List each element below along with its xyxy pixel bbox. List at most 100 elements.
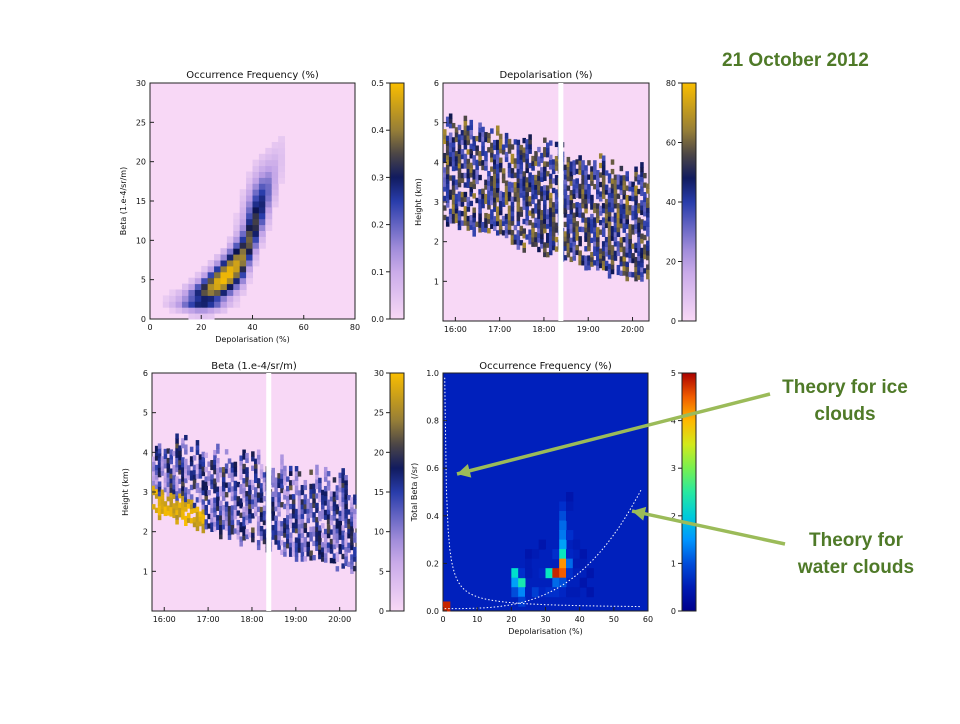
panel2-cell bbox=[584, 179, 588, 185]
panel2-cell bbox=[640, 238, 644, 244]
panel2-cell bbox=[587, 183, 591, 190]
panel3-cell bbox=[210, 507, 214, 513]
panel1-cell bbox=[239, 230, 247, 237]
panel1-cell bbox=[271, 201, 279, 208]
panel2-cell bbox=[572, 226, 577, 233]
panel2-cell bbox=[610, 226, 615, 232]
panel2-cell bbox=[616, 179, 621, 185]
panel2-cell bbox=[628, 257, 632, 263]
panel2-cell bbox=[610, 254, 615, 260]
panel2-cell bbox=[466, 220, 471, 227]
panel3-cell bbox=[288, 542, 293, 548]
panel1-cell bbox=[252, 218, 260, 226]
panel3-cell bbox=[332, 524, 337, 531]
arrow-water-clouds bbox=[631, 509, 786, 546]
panel2-cell bbox=[531, 193, 535, 200]
panel2-cell bbox=[604, 198, 609, 205]
panel2-cell bbox=[551, 211, 556, 217]
panel2-cell bbox=[610, 183, 615, 189]
panel2-cell bbox=[637, 188, 641, 195]
panel1-cell bbox=[233, 218, 241, 226]
panel2-cell bbox=[619, 175, 624, 181]
panel3-cell bbox=[259, 492, 264, 498]
panel2-cell bbox=[551, 202, 556, 208]
panel3-cell bbox=[326, 523, 331, 529]
panel2-cell bbox=[454, 165, 459, 171]
panel3-cell bbox=[294, 546, 299, 553]
panel2-cell bbox=[634, 176, 638, 182]
panel3-cell bbox=[239, 488, 243, 495]
panel1-cell bbox=[246, 248, 253, 255]
panel3-cell bbox=[350, 516, 354, 522]
panel3-cell bbox=[286, 476, 290, 482]
panel3-cell bbox=[259, 483, 264, 489]
panel2-cell bbox=[596, 193, 600, 200]
panel2-cell bbox=[445, 149, 450, 156]
panel3-cell bbox=[286, 485, 290, 492]
panel2-cell bbox=[490, 166, 494, 172]
panel2-cell bbox=[493, 206, 497, 212]
panel2-cell bbox=[457, 191, 462, 197]
panel2-cell bbox=[546, 147, 550, 153]
panel3-cell bbox=[344, 484, 348, 490]
panel2-cell bbox=[572, 193, 577, 199]
panel2-cell bbox=[516, 220, 521, 226]
panel2-cell bbox=[631, 257, 635, 264]
panel3-cell bbox=[242, 478, 246, 484]
panel2-cell bbox=[643, 225, 647, 231]
panel1-cell bbox=[239, 242, 247, 249]
panel3-cell bbox=[344, 503, 348, 509]
panel3-cell bbox=[251, 465, 255, 471]
panel2-cell bbox=[610, 159, 615, 165]
panel4-cell bbox=[572, 539, 581, 550]
panel3-cell bbox=[341, 472, 345, 479]
panel1-colorbar-tick-label: 0.2 bbox=[371, 221, 384, 230]
panel2-cell bbox=[616, 207, 621, 214]
panel1-cell bbox=[214, 265, 221, 273]
panel3-cell bbox=[157, 467, 162, 473]
panel2-cell bbox=[572, 169, 577, 176]
panel3-cell bbox=[160, 460, 165, 467]
panel2-cell bbox=[454, 198, 459, 204]
panel2-cell bbox=[448, 156, 453, 162]
panel2-cell bbox=[646, 207, 650, 213]
panel2-cell bbox=[584, 174, 588, 181]
panel3-cell bbox=[318, 487, 322, 493]
panel2-cell bbox=[504, 218, 509, 224]
panel3-cell bbox=[169, 487, 173, 493]
panel1-cell bbox=[194, 301, 202, 308]
panel3-cell bbox=[195, 525, 200, 532]
panel1-cell bbox=[265, 218, 273, 226]
panel2-cell bbox=[531, 155, 535, 162]
panel3-cell bbox=[335, 528, 340, 534]
panel2-cell bbox=[631, 191, 635, 197]
panel2-cell bbox=[513, 172, 518, 178]
panel3-cell bbox=[254, 506, 258, 512]
panel2-cell bbox=[604, 208, 609, 214]
panel4-cell bbox=[559, 577, 567, 588]
panel3-x-tick-label: 19:00 bbox=[284, 615, 307, 624]
panel2-cell bbox=[554, 203, 559, 209]
panel2-cell bbox=[460, 130, 465, 136]
panel3-cell bbox=[216, 467, 220, 473]
panel2-cell bbox=[466, 206, 471, 212]
panel2-cell bbox=[619, 256, 624, 262]
panel3-cell bbox=[251, 503, 255, 510]
panel2-cell bbox=[445, 183, 450, 189]
panel2-cell bbox=[646, 212, 650, 218]
panel2-cell bbox=[593, 174, 597, 180]
panel3-cell bbox=[338, 548, 343, 555]
panel2-cell bbox=[601, 188, 606, 195]
panel3-cell bbox=[288, 518, 293, 524]
panel3-cell bbox=[303, 499, 308, 505]
panel2-cell bbox=[566, 237, 571, 244]
panel2-cell bbox=[484, 184, 488, 190]
panel2-cell bbox=[587, 193, 591, 199]
panel3-cell bbox=[152, 461, 156, 467]
panel2-cell bbox=[519, 225, 524, 232]
panel3-cell bbox=[154, 474, 159, 480]
panel3-cell bbox=[198, 459, 203, 465]
panel3-cell bbox=[312, 516, 316, 523]
panel2-curtain bbox=[443, 113, 650, 282]
panel3-cell bbox=[227, 529, 232, 536]
